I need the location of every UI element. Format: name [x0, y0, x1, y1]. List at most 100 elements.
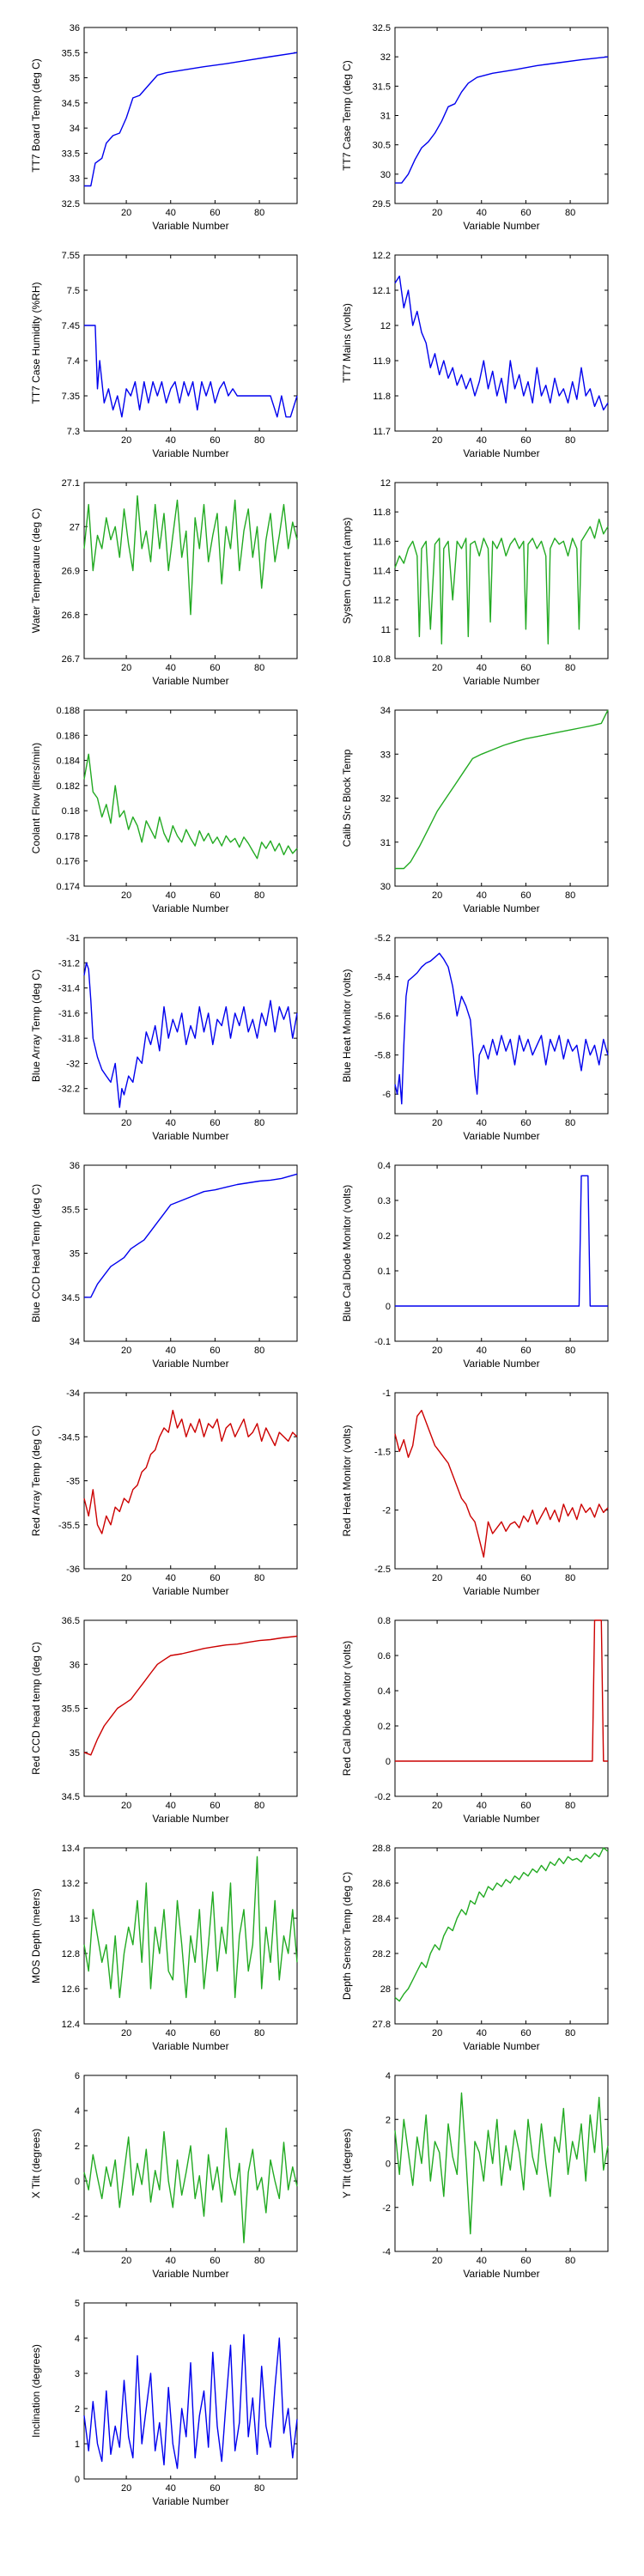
y-tick-label: 0.6	[378, 1651, 391, 1662]
x-axis-label: Variable Number	[152, 447, 228, 459]
y-tick-label: 11	[381, 625, 391, 635]
y-tick-label: 7.55	[62, 251, 80, 261]
y-tick-label: 0.186	[56, 731, 80, 741]
x-tick-label: 80	[254, 890, 264, 901]
y-tick-label: -31.8	[58, 1034, 80, 1044]
y-tick-label: 35.5	[62, 48, 80, 58]
y-tick-label: 34.5	[62, 1792, 80, 1802]
y-tick-label: 31	[380, 112, 391, 122]
chart-12: 20 40 60 80 -0.1 0 0.1 0.2 0.3 0.4 Variable Number…	[341, 1161, 609, 1370]
x-tick-label: 60	[210, 663, 220, 673]
x-tick-label: 60	[210, 890, 220, 901]
y-tick-label: 2	[386, 2115, 391, 2125]
x-axis-label: Variable Number	[152, 675, 228, 687]
y-tick-label: 0	[386, 2160, 391, 2170]
y-axis-label: Red Cal Diode Monitor (volts)	[341, 1641, 353, 1776]
x-tick-label: 40	[477, 890, 487, 901]
x-tick-label: 80	[254, 1118, 264, 1128]
series-line-1	[83, 1409, 298, 1534]
chart-13: 20 40 60 80 -36 -35.5 -35 -34.5 -34 Variable Numb…	[30, 1388, 298, 1597]
x-tick-label: 80	[254, 2256, 264, 2266]
series-line-1	[395, 709, 609, 870]
plot-area	[394, 937, 609, 1115]
y-tick-label: 7.3	[67, 427, 80, 437]
chart-10: 20 40 60 80 -6 -5.8 -5.6 -5.4 -5.2 Variable Numbe…	[341, 933, 609, 1142]
x-tick-label: 60	[210, 1801, 220, 1811]
y-tick-label: 11.4	[373, 567, 391, 577]
y-tick-label: -5.8	[374, 1051, 391, 1061]
plot-area	[83, 27, 298, 204]
x-axis-label: Variable Number	[463, 2040, 539, 2052]
x-tick-label: 80	[565, 1573, 575, 1583]
y-tick-label: 36.5	[62, 1616, 80, 1626]
y-tick-label: 31	[380, 838, 391, 848]
y-axis-label: Red Array Temp (deg C)	[30, 1425, 42, 1536]
chart-1: 20 40 60 80 32.5 33 33.5 34 34.5 35 35.5 36 Variable…	[30, 23, 298, 232]
plot-area	[394, 2075, 609, 2252]
y-tick-label: 26.7	[62, 654, 80, 665]
y-tick-label: 7.4	[67, 356, 80, 367]
y-tick-label: -4	[382, 2247, 391, 2257]
x-tick-label: 80	[565, 890, 575, 901]
x-tick-label: 60	[520, 1801, 531, 1811]
x-tick-label: 40	[477, 1118, 487, 1128]
y-tick-label: 11.9	[373, 356, 391, 367]
series-line-1	[84, 325, 298, 418]
y-tick-label: -2	[71, 2212, 80, 2222]
x-tick-label: 80	[254, 435, 264, 446]
y-tick-label: 34	[70, 124, 80, 134]
y-tick-label: 0.188	[56, 706, 80, 716]
y-tick-label: 4	[75, 2334, 80, 2344]
y-tick-label: 34	[70, 1337, 80, 1347]
x-axis-label: Variable Number	[463, 675, 539, 687]
series-line-1	[83, 2334, 298, 2470]
plot-area	[394, 1847, 609, 2025]
series-line-1	[394, 1847, 609, 2002]
x-tick-label: 80	[565, 663, 575, 673]
x-axis-label: Variable Number	[152, 2268, 228, 2280]
y-tick-label: 11.6	[373, 537, 391, 547]
x-tick-label: 60	[210, 1573, 220, 1583]
x-tick-label: 20	[121, 2028, 131, 2038]
y-tick-label: 30	[380, 170, 391, 180]
series-line-1	[394, 275, 609, 411]
chart-21: 20 40 60 80 0 1 2 3 4 5 Variable Number Inclination…	[30, 2299, 298, 2507]
x-axis-label: Variable Number	[152, 2495, 228, 2507]
y-tick-label: -2	[382, 2203, 391, 2214]
x-tick-label: 60	[210, 2028, 220, 2038]
plot-area	[83, 2075, 298, 2252]
plot-area	[83, 1164, 298, 1342]
y-tick-label: 12.8	[62, 1949, 80, 1959]
x-tick-label: 40	[477, 1801, 487, 1811]
y-axis-label: Y Tilt (degrees)	[341, 2129, 353, 2198]
y-axis-label: TT7 Board Temp (deg C)	[30, 58, 42, 173]
y-axis-label: Blue Heat Monitor (volts)	[341, 969, 353, 1082]
x-axis-label: Variable Number	[463, 2268, 539, 2280]
y-axis-label: Blue CCD Head Temp (deg C)	[30, 1184, 42, 1322]
x-axis-label: Variable Number	[152, 2040, 228, 2052]
y-tick-label: 0.184	[56, 756, 80, 767]
plot-area	[394, 1619, 609, 1797]
y-tick-label: -35.5	[58, 1521, 80, 1531]
series-line-1	[84, 1173, 298, 1298]
x-tick-label: 60	[210, 435, 220, 446]
series-line-1	[394, 952, 609, 1105]
y-axis-label: TT7 Mains (volts)	[341, 303, 353, 383]
y-tick-label: 26.8	[62, 611, 80, 621]
x-tick-label: 20	[121, 663, 131, 673]
chart-4: 20 40 60 80 11.7 11.8 11.9 12 12.1 12.2 Variable N…	[341, 251, 609, 459]
y-axis-label: Coolant Flow (liters/min)	[30, 743, 42, 854]
y-axis-label: System Current (amps)	[341, 517, 353, 623]
series-line-1	[395, 1619, 608, 1762]
y-tick-label: 5	[75, 2299, 80, 2309]
y-tick-label: 34	[380, 706, 391, 716]
x-tick-label: 20	[432, 208, 442, 218]
x-tick-label: 20	[432, 2256, 442, 2266]
y-tick-label: 30.5	[373, 141, 391, 151]
x-tick-label: 80	[254, 1346, 264, 1356]
x-axis-label: Variable Number	[152, 1813, 228, 1825]
series-line-1	[83, 2127, 298, 2244]
y-tick-label: 32.5	[373, 23, 391, 33]
x-tick-label: 20	[432, 435, 442, 446]
